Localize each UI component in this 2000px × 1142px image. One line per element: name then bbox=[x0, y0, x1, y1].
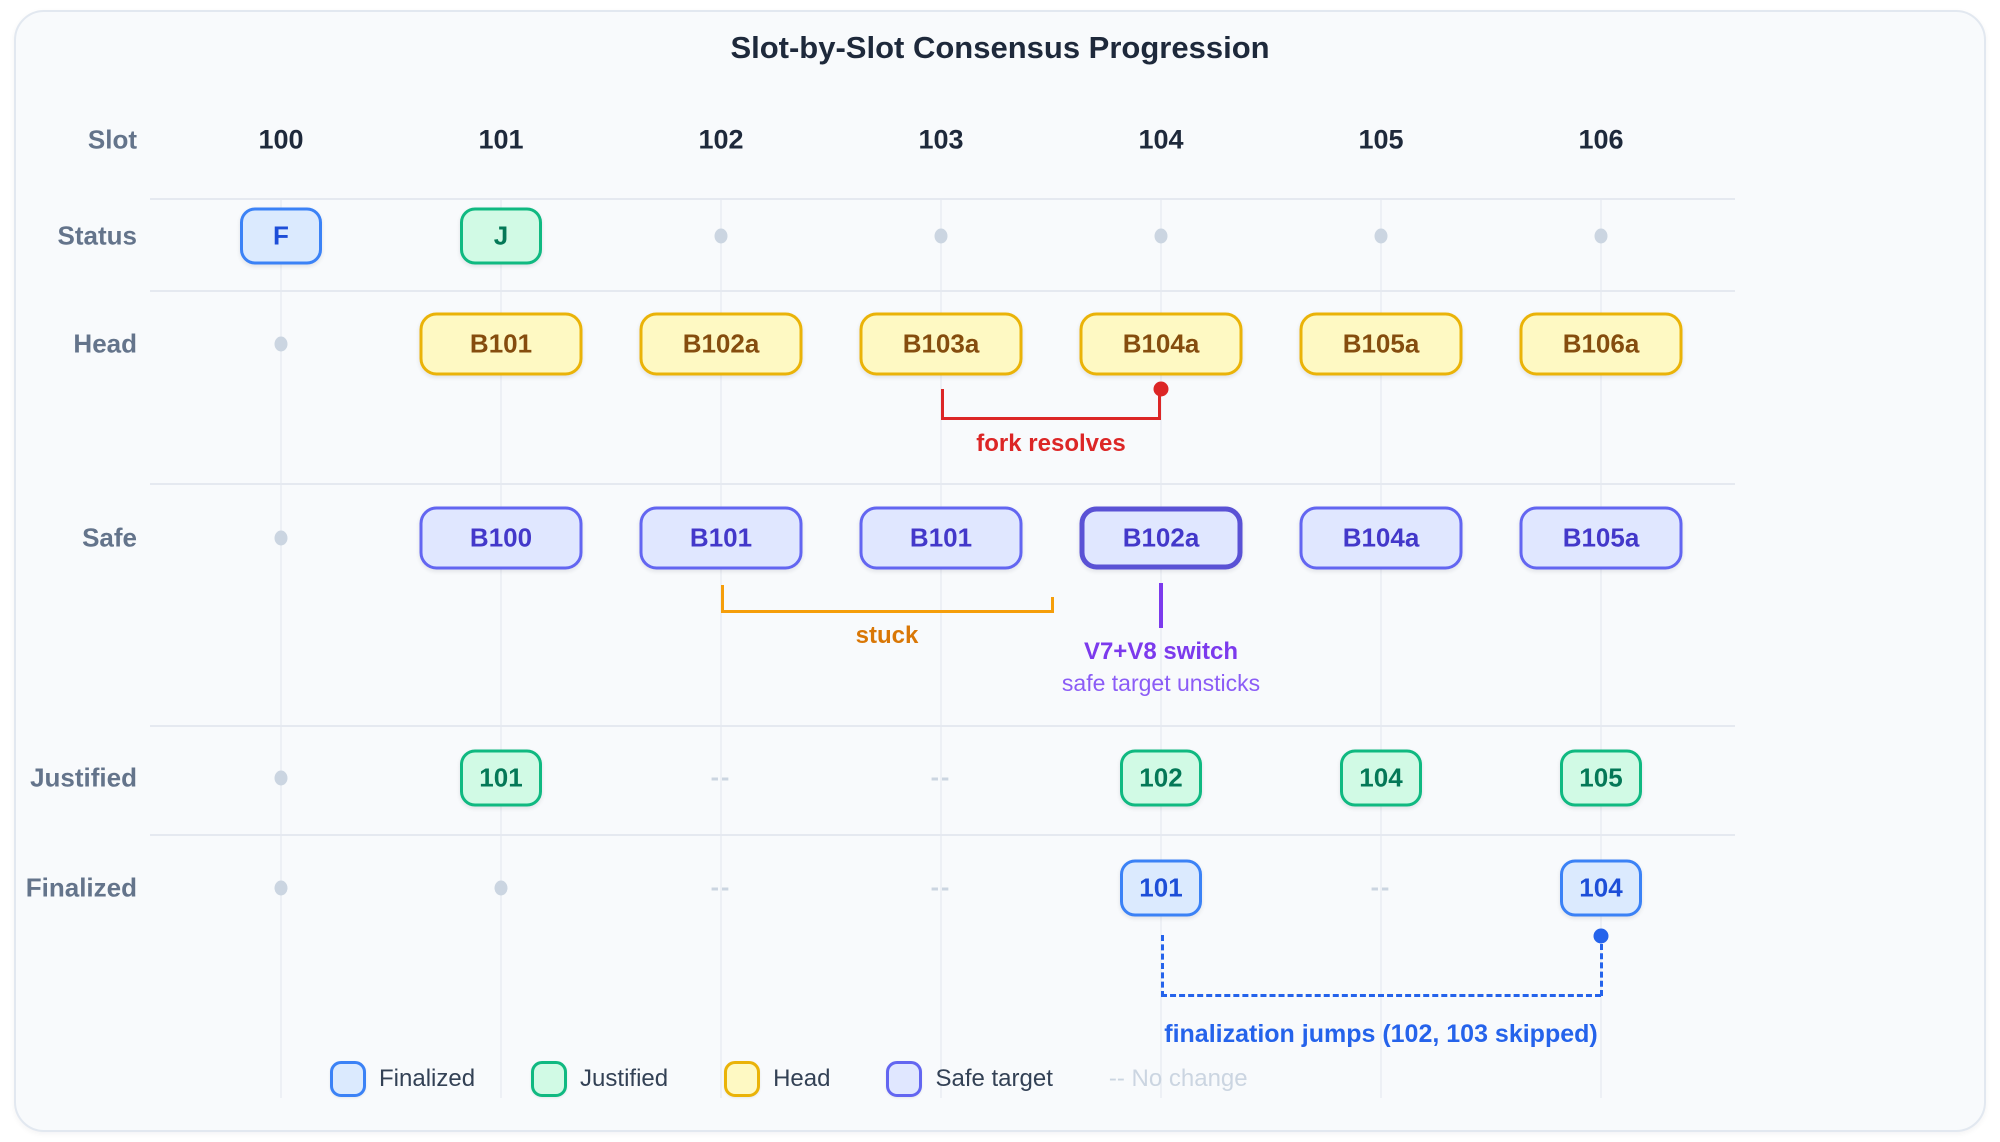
slot-number-104: 104 bbox=[1138, 124, 1184, 155]
legend-label: Justified bbox=[580, 1065, 669, 1092]
badge-justified-101: 101 bbox=[460, 749, 542, 807]
legend-label: -- No change bbox=[1108, 1065, 1248, 1092]
legend-item-finalized: Finalized bbox=[330, 1061, 475, 1097]
no-value-dot-finalized-101 bbox=[494, 880, 508, 896]
badge-head-105: B105a bbox=[1299, 312, 1463, 376]
row-separator-4 bbox=[150, 834, 1735, 836]
yellow-swatch-icon bbox=[724, 1061, 761, 1097]
no-value-dot-safe-100 bbox=[274, 530, 288, 546]
switch-subtitle: safe target unsticks bbox=[1061, 670, 1261, 696]
indigo-swatch-icon bbox=[886, 1061, 923, 1097]
gridline-slot-102 bbox=[720, 198, 722, 1098]
switch-pointer-line bbox=[1159, 583, 1163, 628]
badge-head-101: B101 bbox=[419, 312, 583, 376]
slot-number-101: 101 bbox=[478, 124, 524, 155]
badge-justified-105: 104 bbox=[1340, 749, 1422, 807]
badge-safe-105: B104a bbox=[1299, 506, 1463, 570]
fork-resolves-label: fork resolves bbox=[976, 430, 1126, 457]
gridline-slot-103 bbox=[940, 198, 942, 1098]
diagram-card bbox=[14, 10, 1986, 1132]
legend-item-justified: Justified bbox=[531, 1061, 668, 1097]
badge-safe-102: B101 bbox=[639, 506, 803, 570]
badge-safe-106: B105a bbox=[1519, 506, 1683, 570]
no-value-dot-status-105 bbox=[1374, 228, 1388, 244]
stuck-bracket-tick bbox=[1051, 597, 1054, 613]
no-change-marker-finalized-103: -- bbox=[930, 873, 952, 902]
green-swatch-icon bbox=[531, 1061, 568, 1097]
legend-item-head: Head bbox=[724, 1061, 830, 1097]
slot-number-105: 105 bbox=[1358, 124, 1404, 155]
slot-header-label: Slot bbox=[87, 124, 137, 155]
finalization-jump-label: finalization jumps (102, 103 skipped) bbox=[1164, 1020, 1598, 1048]
switch-title: V7+V8 switch bbox=[1083, 638, 1239, 665]
gridline-slot-104 bbox=[1160, 198, 1162, 1098]
fork-resolves-bracket bbox=[941, 389, 1161, 420]
badge-justified-106: 105 bbox=[1560, 749, 1642, 807]
no-value-dot-status-102 bbox=[714, 228, 728, 244]
gridline-slot-105 bbox=[1380, 198, 1382, 1098]
badge-head-104: B104a bbox=[1079, 312, 1243, 376]
fork-resolves-dot bbox=[1153, 381, 1169, 397]
slot-number-102: 102 bbox=[698, 124, 744, 155]
no-value-dot-head-100 bbox=[274, 336, 288, 352]
badge-safe-103: B101 bbox=[859, 506, 1023, 570]
gridline-slot-101 bbox=[500, 198, 502, 1098]
badge-head-102: B102a bbox=[639, 312, 803, 376]
no-change-marker-finalized-102: -- bbox=[710, 873, 732, 902]
legend-label: Safe target bbox=[935, 1065, 1053, 1092]
badge-safe-101: B100 bbox=[419, 506, 583, 570]
no-value-dot-finalized-100 bbox=[274, 880, 288, 896]
finalization-jump-right-line bbox=[1600, 944, 1606, 996]
slot-number-103: 103 bbox=[918, 124, 964, 155]
no-value-dot-justified-100 bbox=[274, 770, 288, 786]
no-value-dot-status-103 bbox=[934, 228, 948, 244]
row-separator-0 bbox=[150, 198, 1735, 200]
badge-status-101: J bbox=[460, 207, 542, 265]
legend-label: Finalized bbox=[379, 1065, 476, 1092]
row-label-safe: Safe bbox=[82, 522, 137, 553]
badge-finalized-106: 104 bbox=[1560, 859, 1642, 917]
slot-number-106: 106 bbox=[1578, 124, 1624, 155]
no-change-marker-finalized-105: -- bbox=[1370, 873, 1392, 902]
no-change-marker-justified-103: -- bbox=[930, 763, 952, 792]
legend-item-safe-target: Safe target bbox=[886, 1061, 1053, 1097]
row-label-finalized: Finalized bbox=[25, 872, 137, 903]
gridline-slot-100 bbox=[280, 198, 282, 1098]
finalization-jump-bracket bbox=[1161, 935, 1601, 997]
badge-finalized-104: 101 bbox=[1120, 859, 1202, 917]
legend: Finalized Justified Head Safe target -- No c… bbox=[330, 1056, 1248, 1102]
gridline-slot-106 bbox=[1600, 198, 1602, 1098]
badge-status-100: F bbox=[240, 207, 322, 265]
row-separator-1 bbox=[150, 290, 1735, 292]
row-separator-2 bbox=[150, 483, 1735, 485]
page-title: Slot-by-Slot Consensus Progression bbox=[730, 30, 1270, 65]
row-label-status: Status bbox=[57, 220, 137, 251]
no-value-dot-status-104 bbox=[1154, 228, 1168, 244]
badge-head-103: B103a bbox=[859, 312, 1023, 376]
stuck-bracket bbox=[721, 585, 1053, 613]
legend-item--no-change: -- No change bbox=[1109, 1065, 1248, 1093]
stuck-label: stuck bbox=[855, 622, 919, 649]
badge-justified-104: 102 bbox=[1120, 749, 1202, 807]
slot-number-100: 100 bbox=[258, 124, 304, 155]
badge-head-106: B106a bbox=[1519, 312, 1683, 376]
row-label-head: Head bbox=[73, 328, 137, 359]
no-change-marker-justified-102: -- bbox=[710, 763, 732, 792]
blue-swatch-icon bbox=[330, 1061, 366, 1097]
finalization-jump-dot bbox=[1593, 928, 1609, 944]
row-label-justified: Justified bbox=[30, 762, 137, 793]
row-separator-3 bbox=[150, 725, 1735, 727]
badge-safe-104: B102a bbox=[1079, 506, 1243, 570]
no-value-dot-status-106 bbox=[1594, 228, 1608, 244]
legend-label: Head bbox=[773, 1065, 831, 1092]
